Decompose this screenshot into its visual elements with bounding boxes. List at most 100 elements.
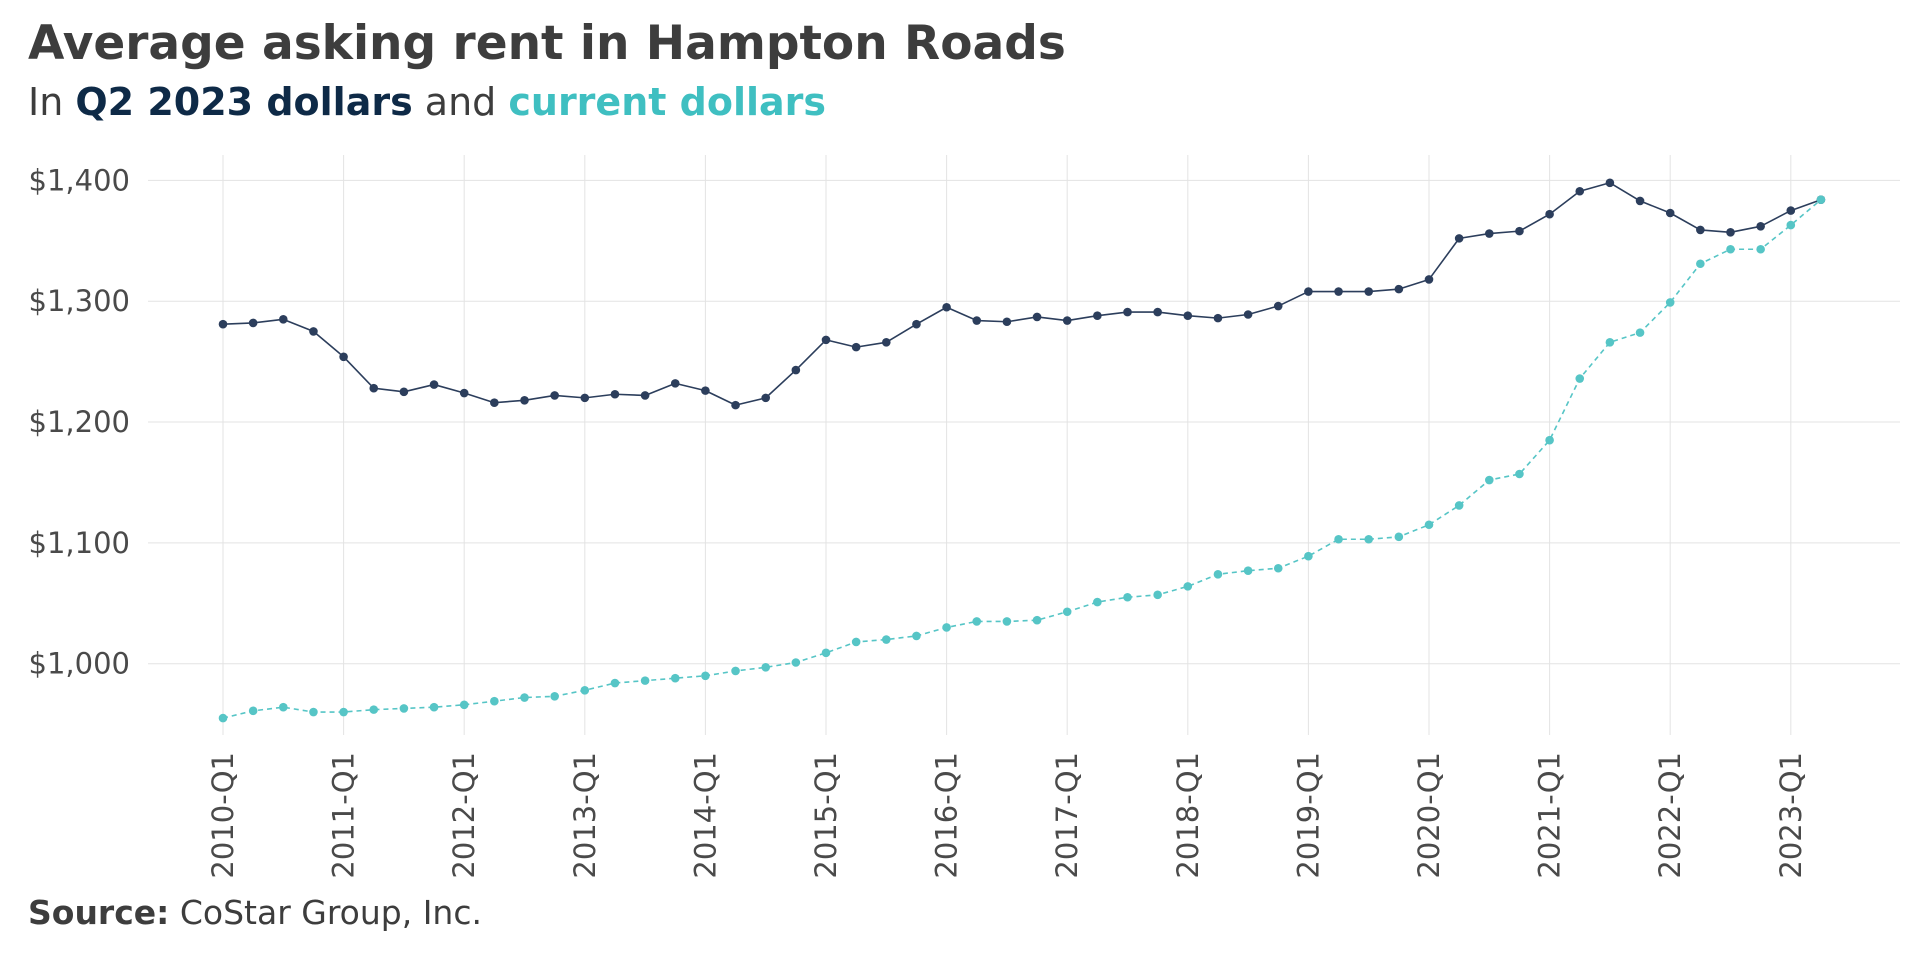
series-real-point <box>1665 208 1675 218</box>
series-real-point <box>1424 275 1434 284</box>
series-nominal-point <box>279 702 288 712</box>
series-nominal-point <box>1364 534 1373 544</box>
series-nominal-point <box>490 696 499 706</box>
series-real-point <box>912 319 921 329</box>
source-label: Source: <box>28 893 170 932</box>
chart-subtitle: In Q2 2023 dollars and current dollars <box>28 80 826 124</box>
series-nominal-point <box>248 706 258 716</box>
x-tick-label: 2019-Q1 <box>1291 752 1325 879</box>
series-group <box>218 178 1826 723</box>
series-nominal-point <box>1153 590 1162 600</box>
series-nominal-point <box>339 707 348 717</box>
series-nominal-point <box>1062 607 1072 617</box>
series-nominal-point <box>1394 532 1404 542</box>
series-nominal-point <box>1515 469 1524 479</box>
series-nominal-point <box>1665 298 1675 307</box>
series-real-point <box>369 383 379 393</box>
y-tick-label: $1,000 <box>29 647 130 681</box>
series-nominal-point <box>429 702 439 712</box>
subtitle-series-nominal: current dollars <box>508 80 826 124</box>
series-nominal-point <box>761 663 770 672</box>
x-tick-label: 2020-Q1 <box>1412 752 1446 879</box>
series-nominal-point <box>1213 569 1223 579</box>
series-real <box>218 178 1826 410</box>
series-nominal-point <box>882 635 891 644</box>
series-real-point <box>1213 313 1223 323</box>
series-real-point <box>882 337 891 347</box>
x-tick-label: 2022-Q1 <box>1653 752 1687 879</box>
series-real-line <box>222 181 1822 406</box>
series-real-point <box>1485 229 1494 238</box>
series-nominal-point <box>821 648 831 658</box>
series-real-point <box>1273 301 1283 311</box>
series-nominal-point <box>972 617 982 626</box>
series-real-point <box>1545 209 1554 219</box>
chart-title: Average asking rent in Hampton Roads <box>28 16 1066 71</box>
series-real-point <box>1153 307 1162 317</box>
series-nominal-point <box>1756 244 1765 254</box>
series-nominal-point <box>1183 582 1193 591</box>
series-real-point <box>1756 221 1765 231</box>
series-real-point <box>1123 307 1132 317</box>
series-nominal-point <box>399 704 409 713</box>
series-real-point <box>761 393 770 403</box>
series-real-point <box>1786 206 1796 215</box>
series-nominal-point <box>1032 615 1042 625</box>
y-tick-label: $1,300 <box>29 284 130 318</box>
x-tick-label: 2016-Q1 <box>930 752 964 879</box>
series-real-point <box>339 352 348 362</box>
series-nominal-point <box>670 673 680 683</box>
series-real-point <box>640 391 650 400</box>
y-tick-label: $1,200 <box>29 405 130 439</box>
series-nominal-point <box>640 676 650 685</box>
series-nominal-point <box>1605 337 1615 347</box>
series-real-point <box>550 391 559 400</box>
series-nominal-point <box>1334 534 1343 544</box>
series-real-point <box>580 393 590 403</box>
source-note: Source: CoStar Group, Inc. <box>28 893 482 932</box>
series-real-point <box>701 386 710 395</box>
series-nominal-point <box>1243 566 1253 575</box>
series-real-point <box>610 389 620 399</box>
series-nominal-point <box>520 693 529 702</box>
series-nominal-point <box>1726 244 1735 254</box>
x-tick-label: 2021-Q1 <box>1533 752 1567 879</box>
gridlines <box>148 155 1900 735</box>
series-real-point <box>1696 225 1705 235</box>
series-nominal-point <box>218 713 228 723</box>
x-tick-label: 2013-Q1 <box>568 752 602 879</box>
series-real-point <box>1454 234 1464 243</box>
series-real-point <box>248 318 258 328</box>
series-nominal-point <box>550 692 559 701</box>
source-text: CoStar Group, Inc. <box>169 893 482 932</box>
series-real-point <box>1183 311 1193 321</box>
y-axis: $1,000 $1,100 $1,200 $1,300 $1,400 <box>29 163 130 680</box>
series-real-point <box>1002 317 1012 327</box>
x-tick-label: 2018-Q1 <box>1171 752 1205 879</box>
x-tick-label: 2017-Q1 <box>1050 752 1084 879</box>
series-nominal-point <box>701 671 710 681</box>
series-real-point <box>942 302 951 312</box>
series-nominal-line <box>222 199 1822 719</box>
series-real-point <box>1334 287 1343 296</box>
series-nominal-point <box>369 705 379 714</box>
series-real-point <box>851 342 861 352</box>
series-real-point <box>1032 312 1042 322</box>
series-real-point <box>1364 287 1373 296</box>
y-tick-label: $1,100 <box>29 526 130 560</box>
series-nominal-point <box>1786 220 1796 230</box>
series-real-point <box>218 319 228 329</box>
series-nominal-point <box>1696 259 1705 269</box>
series-nominal-point <box>1123 592 1132 602</box>
series-nominal-point <box>851 637 861 647</box>
series-nominal <box>218 195 1826 723</box>
series-nominal-point <box>610 678 620 688</box>
series-nominal-point <box>1545 435 1554 445</box>
x-tick-label: 2014-Q1 <box>688 752 722 879</box>
subtitle-prefix: In <box>28 80 76 124</box>
subtitle-series-real: Q2 2023 dollars <box>75 80 413 124</box>
x-axis: 2010-Q1 2011-Q1 2012-Q1 2013-Q1 2014-Q1 2015-… <box>206 752 1808 879</box>
series-nominal-point <box>1575 374 1585 383</box>
series-nominal-point <box>1485 475 1494 485</box>
series-nominal-point <box>1002 617 1012 626</box>
